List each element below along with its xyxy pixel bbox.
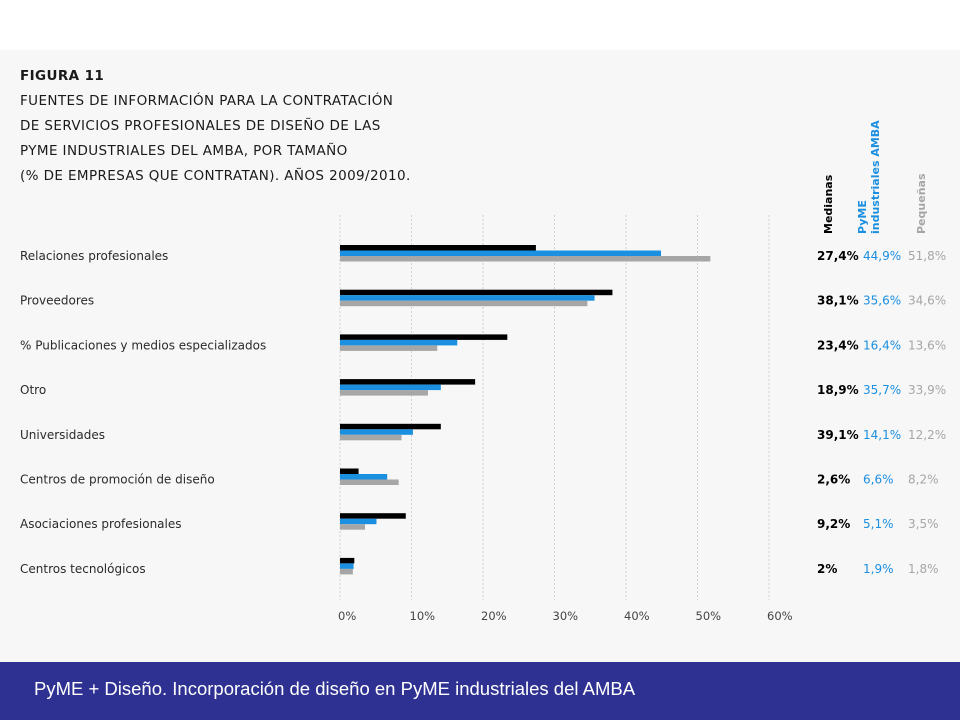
data-label: 34,6% [908,294,946,308]
data-label: 12,2% [908,428,946,442]
bar [340,557,355,564]
category-label: % Publicaciones y medios especializados [20,338,266,352]
category-label: Universidades [20,428,105,442]
x-tick-label: 50% [696,609,722,623]
figure-title-line: FUENTES DE INFORMACIÓN PARA LA CONTRATAC… [20,93,394,109]
category-label: Centros de promoción de diseño [20,473,215,487]
bar [340,300,588,307]
bar [340,379,476,385]
data-label: 3,5% [908,517,939,531]
data-label: 38,1% [817,294,859,308]
data-label: 35,6% [863,294,901,308]
figure-title-line: PYME INDUSTRIALES DEL AMBA, POR TAMAÑO [20,143,348,159]
category-label: Relaciones profesionales [20,249,168,263]
bar [340,345,438,351]
bar [340,250,662,256]
legend-label: industriales AMBA [869,120,882,234]
bar [340,289,613,296]
figure-title-block: FIGURA 11 FUENTES DE INFORMACIÓN PARA LA… [20,64,411,189]
bar [340,434,402,441]
bar-chart: 0% 10% 20% 30% 40% 50% 60% Relaciones profesion… [20,120,946,623]
footer-title: PyME + Diseño. Incorporación de diseño e… [34,678,636,699]
bar [340,568,353,575]
bar [340,429,413,435]
data-label: 13,6% [908,338,946,352]
bar [340,563,354,569]
data-label: 5,1% [863,517,894,531]
figure-number: FIGURA 11 [20,68,105,84]
bar [340,513,406,519]
bar [340,334,508,340]
figure-title-line: (% DE EMPRESAS QUE CONTRATAN). AÑOS 2009… [20,168,411,184]
bar [340,474,388,480]
data-label: 33,9% [908,383,946,397]
bar [340,518,377,525]
bar [340,524,366,530]
bar [340,245,536,251]
data-label: 8,2% [908,473,939,487]
figure-title-line: DE SERVICIOS PROFESIONALES DE DISEÑO DE … [20,118,381,134]
x-tick-label: 40% [624,609,650,623]
data-label: 44,9% [863,249,901,263]
category-label: Centros tecnológicos [20,562,146,576]
data-label: 14,1% [863,428,901,442]
legend-label: Medianas [822,174,835,234]
bar [340,339,458,346]
data-label: 1,9% [863,562,894,576]
x-tick-label: 0% [338,609,356,623]
data-label: 1,8% [908,562,939,576]
data-label: 39,1% [817,428,859,442]
bar [340,390,428,396]
data-label: 23,4% [817,338,859,352]
bar [340,479,399,485]
bar [340,423,441,430]
data-label: 9,2% [817,517,850,531]
data-label: 27,4% [817,249,859,263]
category-label: Proveedores [20,294,94,308]
footer-bar: PyME + Diseño. Incorporación de diseño e… [0,662,960,720]
legend-label: PyME [856,200,869,234]
x-tick-label: 10% [410,609,436,623]
bar [340,295,595,301]
category-label: Asociaciones profesionales [20,517,182,531]
bar [340,384,441,391]
x-tick-label: 30% [553,609,579,623]
bar [340,468,359,474]
data-label: 2,6% [817,473,850,487]
category-label: Otro [20,383,46,397]
data-label: 35,7% [863,383,901,397]
data-label: 16,4% [863,338,901,352]
data-label: 2% [817,562,837,576]
data-label: 18,9% [817,383,859,397]
figure-panel [0,50,960,662]
data-label: 6,6% [863,473,894,487]
x-tick-label: 20% [481,609,507,623]
x-tick-label: 60% [767,609,793,623]
bar [340,256,711,262]
legend-label: Pequeñas [915,173,928,234]
data-label: 51,8% [908,249,946,263]
